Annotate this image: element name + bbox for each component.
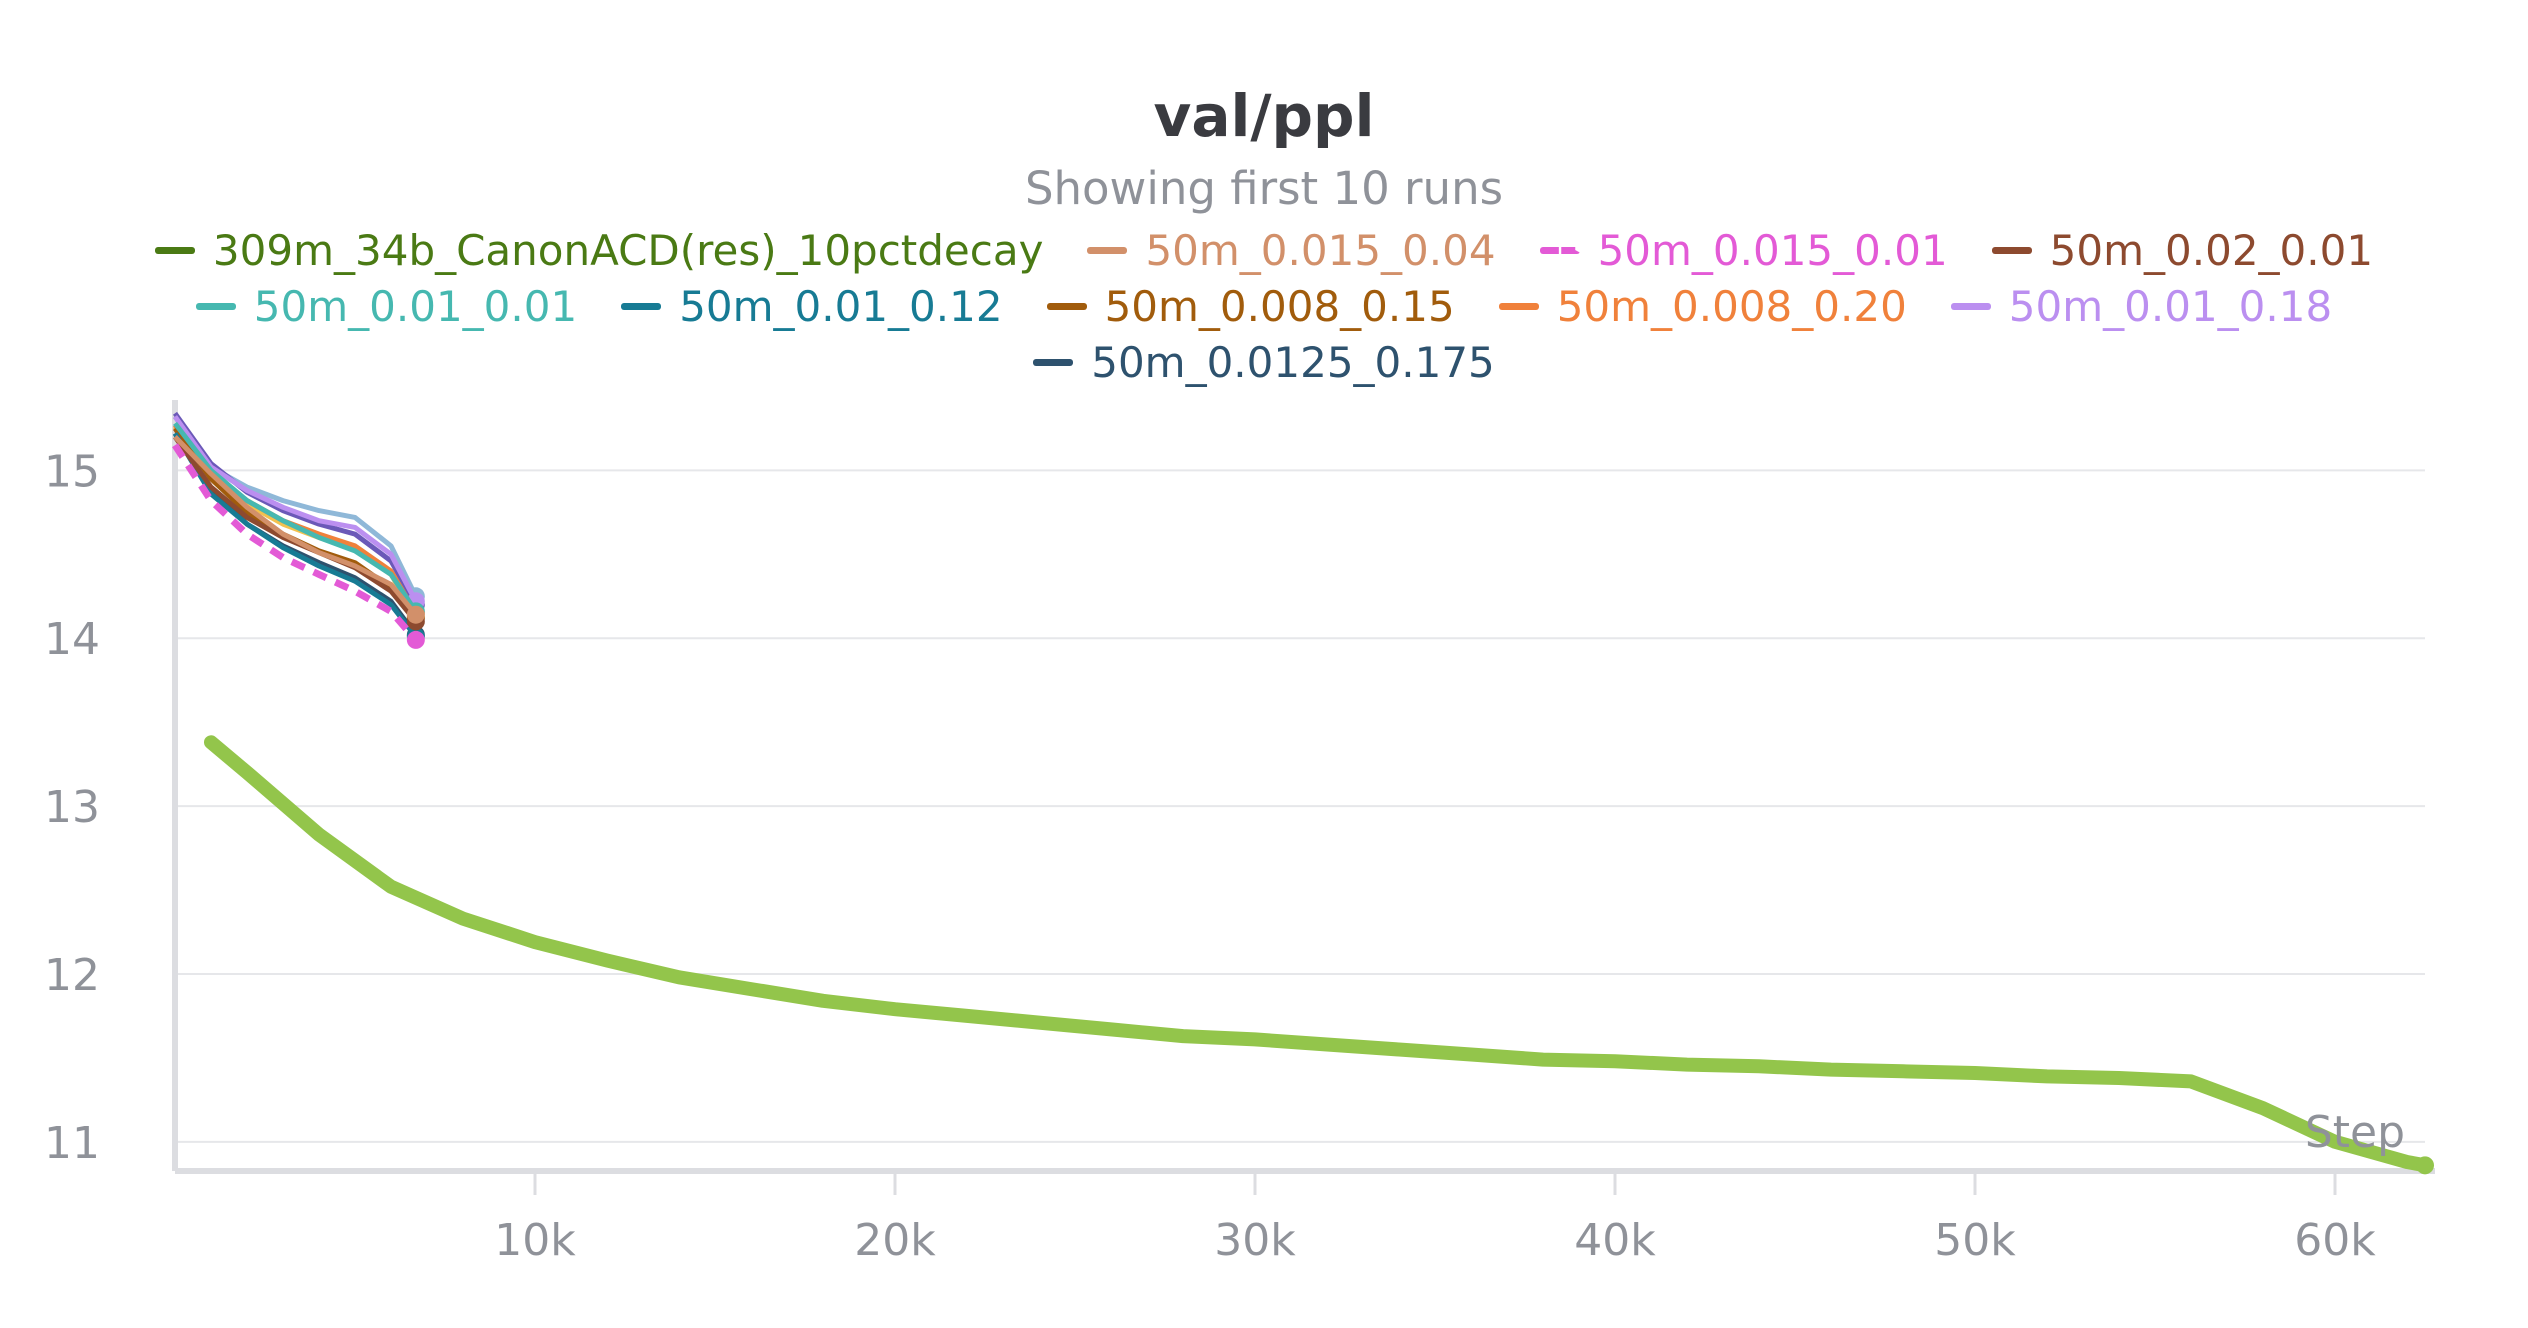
series-endpoint [2416, 1156, 2434, 1175]
x-tick-label: 20k [854, 1215, 936, 1266]
legend-label: 50m_0.008_0.20 [1556, 282, 1907, 331]
legend-label: 50m_0.0125_0.175 [1091, 338, 1495, 387]
legend-item[interactable]: 50m_0.01_0.01 [195, 282, 578, 331]
legend-swatch [1539, 247, 1580, 254]
series-line [173, 421, 418, 613]
series-endpoint [406, 605, 425, 624]
x-tick-label: 40k [1574, 1215, 1656, 1266]
legend-item[interactable]: 309m_34b_CanonACD(res)_10pctdecay [154, 226, 1044, 275]
series-line [172, 425, 418, 618]
legend-label: 50m_0.01_0.18 [2008, 282, 2333, 331]
legend-item[interactable]: 50m_0.015_0.01 [1539, 226, 1948, 275]
legend-label: 309m_34b_CanonACD(res)_10pctdecay [212, 226, 1044, 275]
legend-swatch [154, 247, 195, 254]
y-tick-label: 12 [44, 950, 100, 1001]
legend-swatch [1046, 303, 1087, 310]
legend-swatch [621, 303, 662, 310]
legend-label: 50m_0.008_0.15 [1104, 282, 1455, 331]
x-tick-label: 30k [1214, 1215, 1296, 1266]
legend-item[interactable]: 50m_0.02_0.01 [1991, 226, 2374, 275]
legend-row-3: 50m_0.0125_0.175 [0, 338, 2528, 387]
legend-item[interactable]: 50m_0.01_0.18 [1950, 282, 2333, 331]
legend-row-2: 50m_0.01_0.01 50m_0.01_0.12 50m_0.008_0.… [0, 282, 2528, 331]
legend-swatch [1991, 247, 2032, 254]
series-line [172, 432, 418, 639]
y-tick-label: 11 [44, 1118, 100, 1169]
legend-swatch [1087, 247, 1128, 254]
legend-item[interactable]: 50m_0.01_0.12 [621, 282, 1003, 331]
legend-item[interactable]: 50m_0.0125_0.175 [1033, 338, 1495, 387]
legend-swatch [1950, 303, 1991, 310]
x-tick-label: 60k [2294, 1215, 2376, 1266]
y-tick-label: 14 [44, 614, 100, 665]
legend-label: 50m_0.01_0.12 [679, 282, 1003, 331]
legend-item[interactable]: 50m_0.015_0.04 [1087, 226, 1496, 275]
legend-label: 50m_0.02_0.01 [2049, 226, 2374, 275]
legend-swatch [1033, 359, 1074, 366]
y-tick-label: 15 [44, 446, 100, 497]
x-axis-label: Step [2305, 1107, 2405, 1158]
legend-swatch [1498, 303, 1539, 310]
legend-item[interactable]: 50m_0.008_0.20 [1498, 282, 1907, 331]
chart-subtitle: Showing first 10 runs [1024, 162, 1504, 215]
legend-label: 50m_0.01_0.01 [253, 282, 578, 331]
legend-row-1: 309m_34b_CanonACD(res)_10pctdecay 50m_0.… [0, 226, 2528, 275]
series-line [172, 415, 419, 603]
series-line [204, 735, 2432, 1173]
legend-label: 50m_0.015_0.01 [1597, 226, 1948, 275]
y-tick-label: 13 [44, 782, 100, 833]
chart-title: val/ppl [1153, 82, 1375, 150]
legend-item[interactable]: 50m_0.008_0.15 [1046, 282, 1455, 331]
series-endpoint [406, 630, 425, 649]
series-line [172, 443, 419, 643]
legend-swatch [195, 303, 236, 310]
x-tick-label: 10k [494, 1215, 576, 1266]
legend-label: 50m_0.015_0.04 [1145, 226, 1496, 275]
series-line [173, 435, 418, 617]
x-tick-label: 50k [1934, 1215, 2016, 1266]
